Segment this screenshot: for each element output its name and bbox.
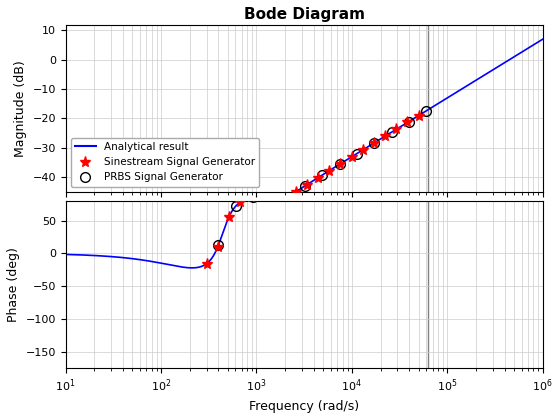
X-axis label: Frequency (rad/s): Frequency (rad/s) [249,400,359,413]
Title: Bode Diagram: Bode Diagram [244,7,365,22]
Y-axis label: Magnitude (dB): Magnitude (dB) [14,60,27,157]
Legend: Analytical result, Sinestream Signal Generator, PRBS Signal Generator: Analytical result, Sinestream Signal Gen… [71,138,259,186]
Y-axis label: Phase (deg): Phase (deg) [7,247,20,322]
